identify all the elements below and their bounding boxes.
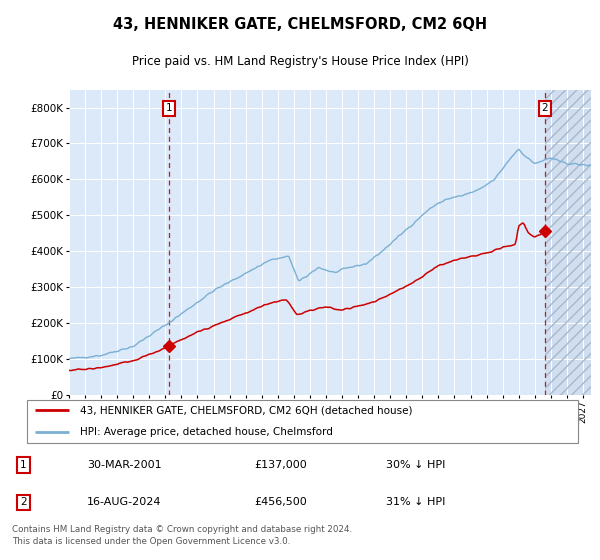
- Text: Contains HM Land Registry data © Crown copyright and database right 2024.
This d: Contains HM Land Registry data © Crown c…: [12, 525, 352, 546]
- FancyBboxPatch shape: [27, 399, 578, 444]
- Text: 30-MAR-2001: 30-MAR-2001: [87, 460, 161, 470]
- Text: 2: 2: [541, 104, 548, 113]
- Text: 30% ↓ HPI: 30% ↓ HPI: [386, 460, 446, 470]
- Text: 31% ↓ HPI: 31% ↓ HPI: [386, 497, 446, 507]
- Text: £137,000: £137,000: [254, 460, 307, 470]
- Bar: [545, 90, 591, 395]
- Text: 2: 2: [20, 497, 27, 507]
- Text: 43, HENNIKER GATE, CHELMSFORD, CM2 6QH: 43, HENNIKER GATE, CHELMSFORD, CM2 6QH: [113, 17, 487, 32]
- Text: 16-AUG-2024: 16-AUG-2024: [87, 497, 161, 507]
- Text: 43, HENNIKER GATE, CHELMSFORD, CM2 6QH (detached house): 43, HENNIKER GATE, CHELMSFORD, CM2 6QH (…: [80, 405, 412, 416]
- Text: £456,500: £456,500: [254, 497, 307, 507]
- Text: 1: 1: [20, 460, 27, 470]
- Text: HPI: Average price, detached house, Chelmsford: HPI: Average price, detached house, Chel…: [80, 427, 332, 437]
- Bar: [545, 90, 591, 395]
- Text: Price paid vs. HM Land Registry's House Price Index (HPI): Price paid vs. HM Land Registry's House …: [131, 55, 469, 68]
- Text: 1: 1: [166, 104, 173, 113]
